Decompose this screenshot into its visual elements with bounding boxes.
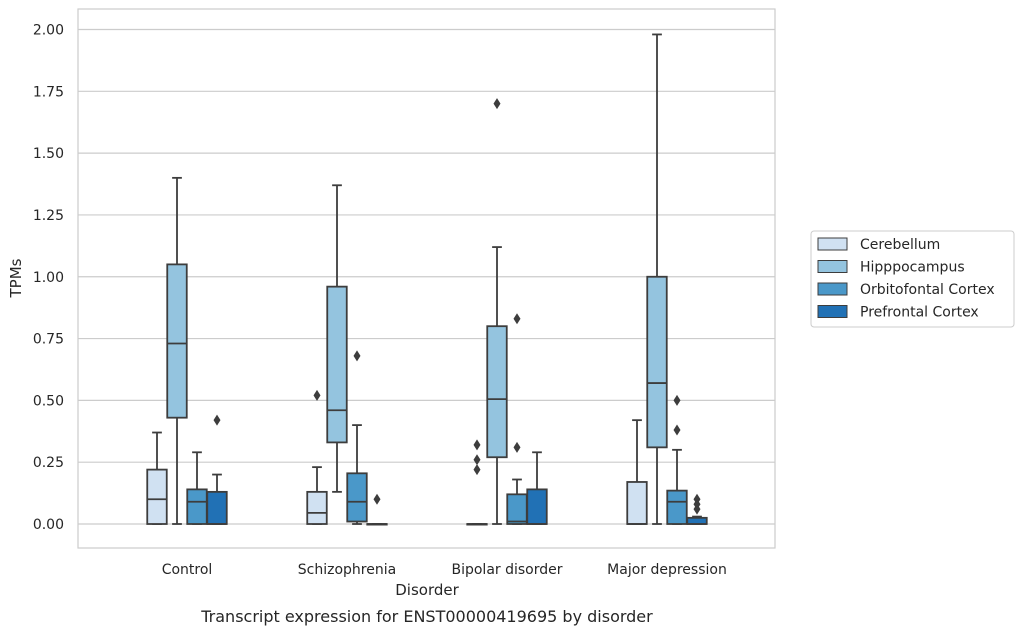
- outlier-point: [513, 313, 521, 325]
- x-axis-label: Disorder: [395, 581, 459, 599]
- box-body: [686, 516, 708, 525]
- legend-label: Hipppocampus: [860, 260, 965, 276]
- outlier-point: [473, 439, 481, 451]
- outlier-point: [493, 98, 501, 110]
- box-hipppocampus: [326, 184, 348, 493]
- box-orbitofontal-cortex: [666, 394, 688, 525]
- box-body: [206, 490, 228, 525]
- box-body: [146, 468, 168, 525]
- legend-label: Cerebellum: [860, 237, 940, 253]
- legend-swatch: [817, 260, 848, 273]
- box-prefrontal-cortex: [526, 451, 548, 525]
- outlier-point: [473, 464, 481, 476]
- outlier-point: [353, 350, 361, 362]
- legend-label: Prefrontal Cortex: [860, 305, 979, 321]
- legend: Cerebellum Hipppocampus Orbitofontal Corte…: [810, 230, 1015, 328]
- chart-caption: Transcript expression for ENST0000041969…: [200, 607, 653, 626]
- plot-frame: [77, 8, 776, 549]
- outlier-point: [693, 493, 701, 505]
- box-hipppocampus: [166, 176, 188, 525]
- box-prefrontal-cortex: [366, 493, 388, 526]
- box-cerebellum: [466, 439, 488, 526]
- legend-swatch: [817, 282, 848, 296]
- box-cerebellum: [306, 389, 328, 525]
- box-body: [346, 472, 368, 523]
- box-body: [486, 325, 508, 459]
- box-body: [306, 490, 328, 525]
- box-cerebellum: [626, 419, 648, 525]
- y-tick-labels: 0.00 0.25 0.50 0.75 1.00 1.25 1.50 1.75 2.00: [33, 23, 64, 534]
- outlier-point: [513, 441, 521, 453]
- box-body: [326, 285, 348, 444]
- box-body: [166, 263, 188, 419]
- y-tick-label: 0.50: [33, 393, 64, 409]
- outlier-point: [373, 493, 381, 505]
- x-tick-label: Schizophrenia: [298, 562, 396, 578]
- box-orbitofontal-cortex: [506, 313, 528, 525]
- x-tick-labels: Control Schizophrenia Bipolar disorder Majo…: [162, 562, 727, 578]
- outlier-point: [473, 454, 481, 466]
- legend-frame: [810, 230, 1015, 328]
- x-tick-label: Control: [162, 562, 213, 578]
- x-tick-label: Major depression: [607, 562, 727, 578]
- y-tick-label: 0.25: [33, 455, 64, 471]
- y-tick-label: 0.75: [33, 332, 64, 348]
- box-prefrontal-cortex: [206, 414, 228, 525]
- legend-swatch: [817, 305, 848, 318]
- y-tick-label: 2.00: [33, 23, 64, 39]
- legend-swatch: [817, 237, 848, 251]
- outlier-point: [673, 394, 681, 406]
- legend-label: Orbitofontal Cortex: [860, 282, 995, 298]
- box-groups: [146, 33, 708, 526]
- box-body: [526, 488, 548, 525]
- outlier-point: [213, 414, 221, 426]
- y-tick-label: 1.75: [33, 84, 64, 100]
- y-axis-label: TPMs: [7, 258, 25, 298]
- box-body: [186, 488, 208, 525]
- y-tick-label: 0.00: [33, 517, 64, 533]
- x-tick-label: Bipolar disorder: [451, 562, 562, 578]
- box-orbitofontal-cortex: [346, 350, 368, 525]
- box-hipppocampus: [486, 98, 508, 525]
- box-prefrontal-cortex: [686, 493, 708, 525]
- box-hipppocampus: [646, 33, 668, 525]
- outlier-point: [673, 424, 681, 436]
- y-tick-label: 1.00: [33, 270, 64, 286]
- box-cerebellum: [146, 431, 168, 525]
- box-body: [666, 489, 688, 525]
- outlier-point: [313, 389, 321, 401]
- y-tick-label: 1.25: [33, 208, 64, 224]
- box-body: [506, 493, 528, 525]
- box-body: [626, 481, 648, 525]
- box-body: [646, 275, 668, 449]
- y-tick-label: 1.50: [33, 146, 64, 162]
